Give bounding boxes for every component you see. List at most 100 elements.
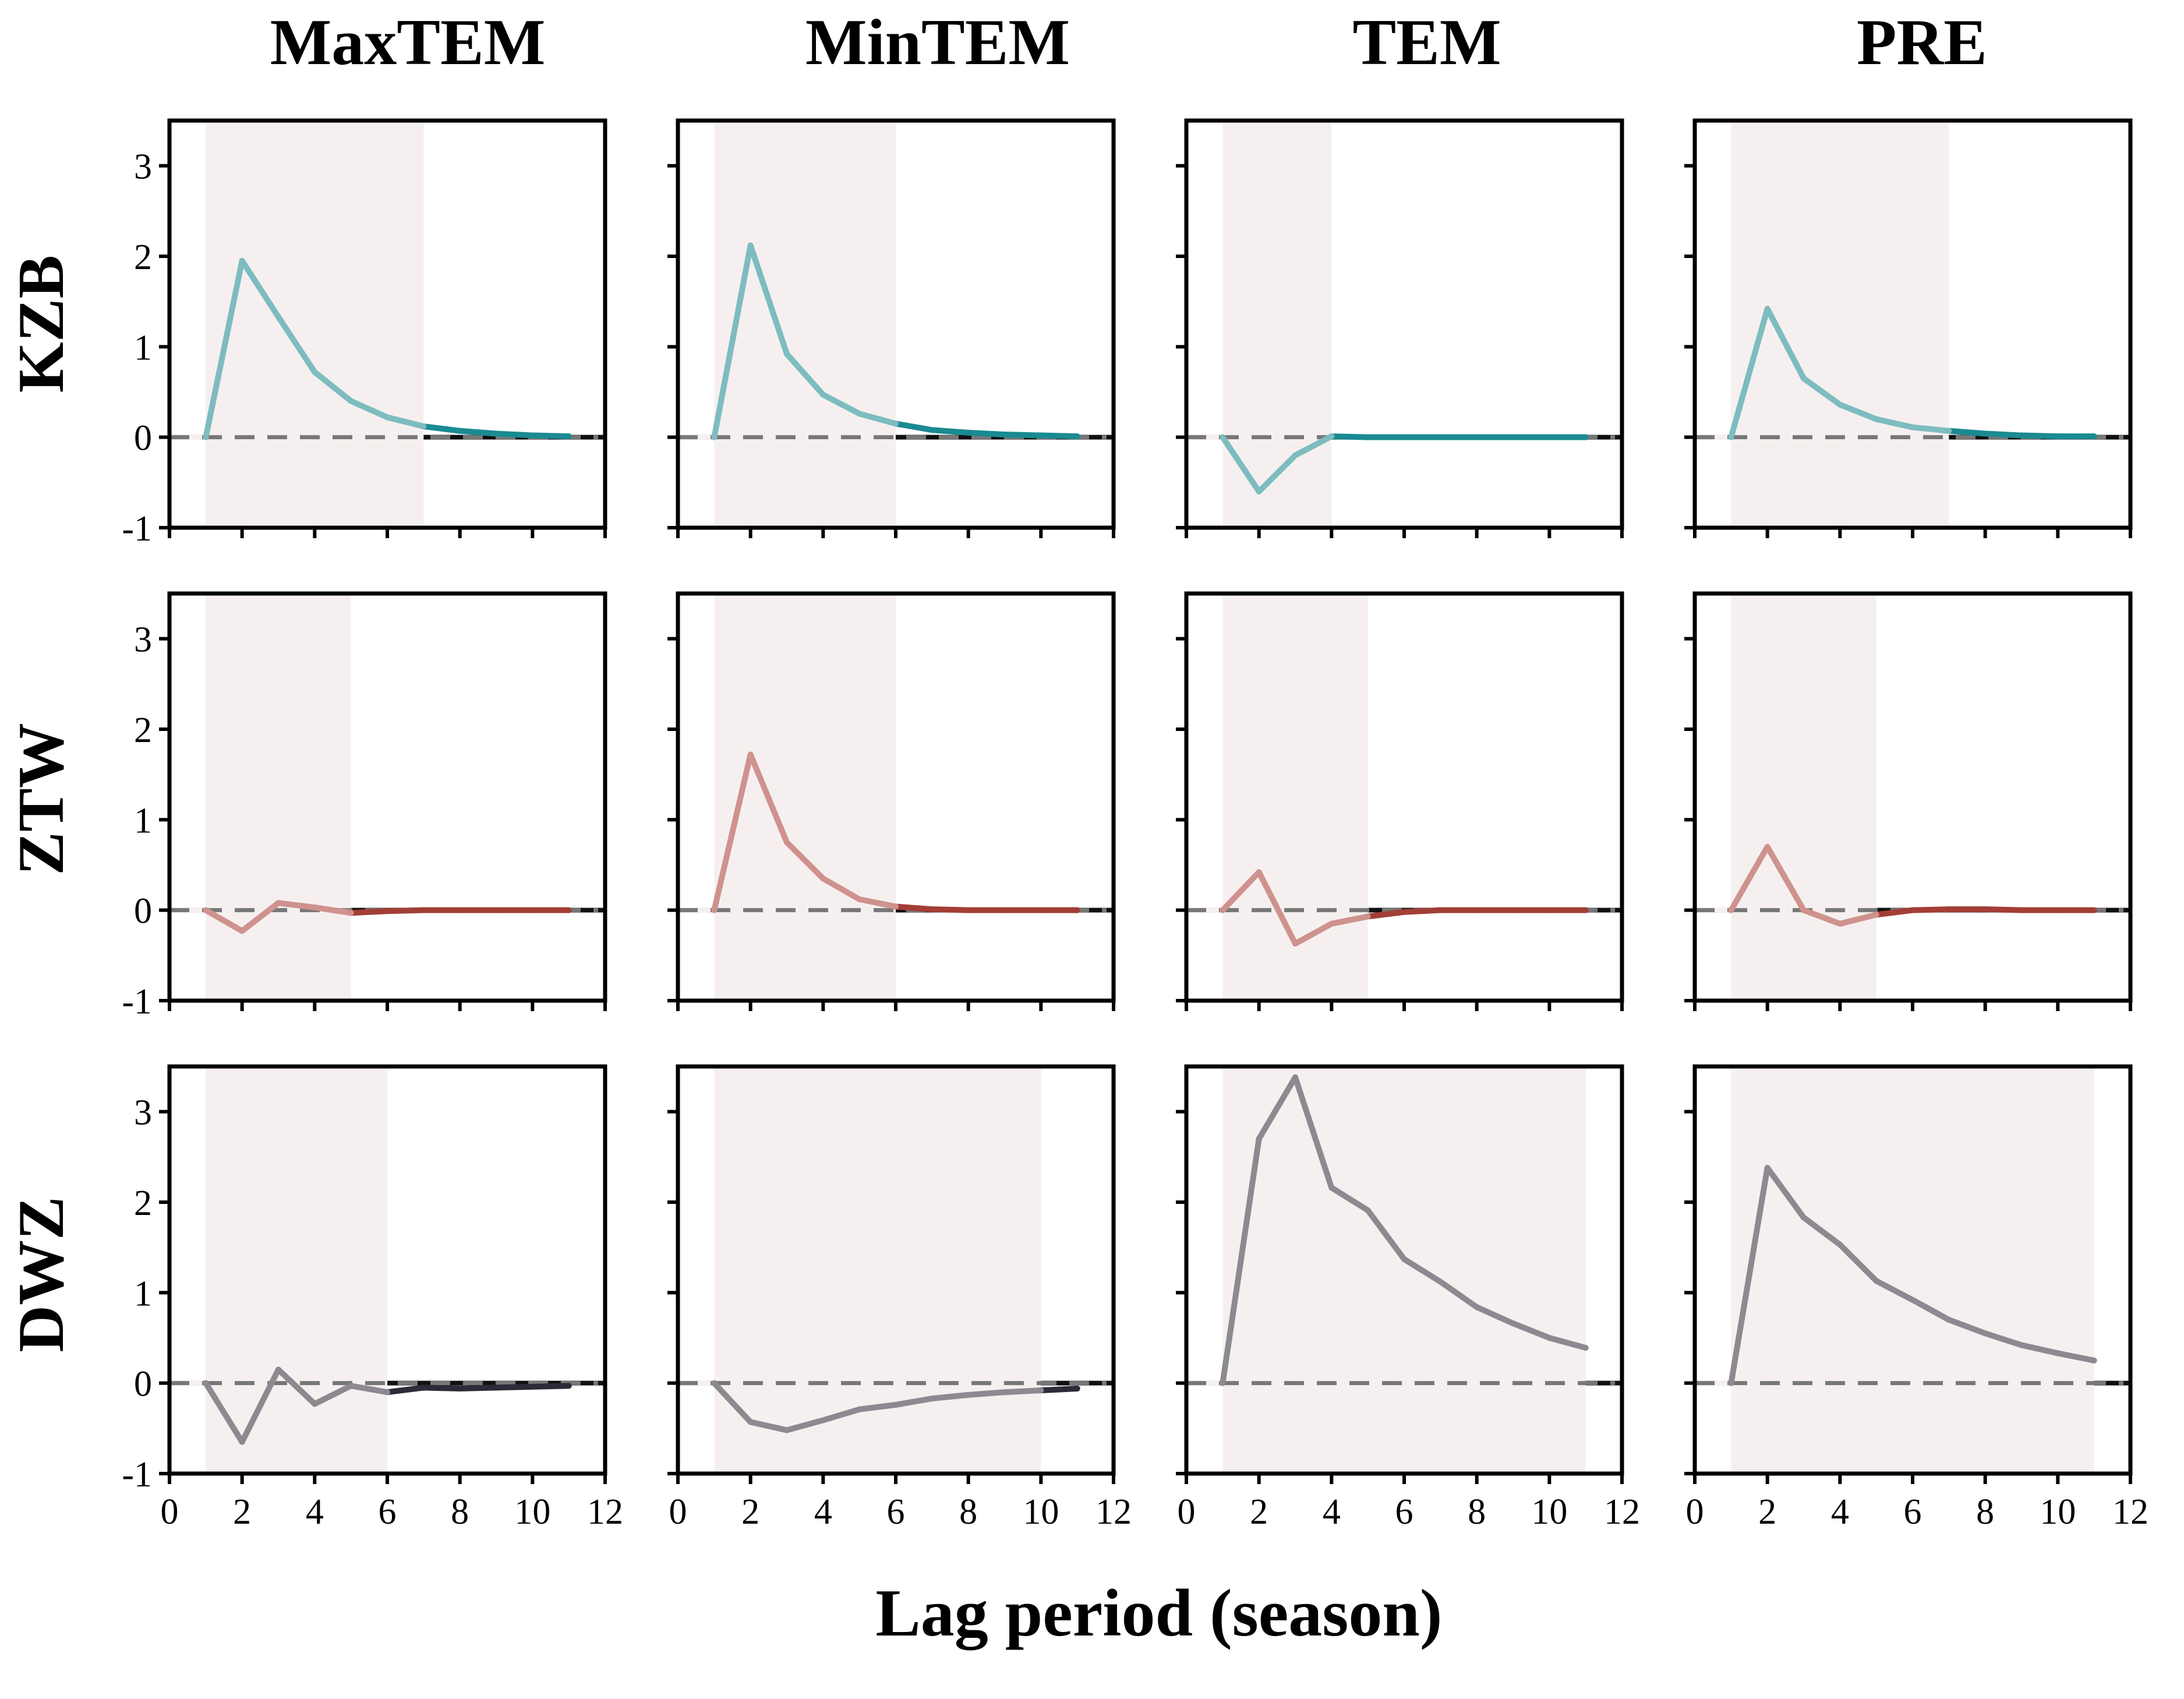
data-point-ztw-maxtem-2: [239, 928, 245, 934]
x-tick-label-dwz-tem-6: 6: [1395, 1492, 1413, 1532]
data-point-ztw-maxtem-10: [529, 907, 535, 913]
data-point-dwz-maxtem-6: [384, 1389, 390, 1395]
data-point-ztw-pre-3: [1801, 907, 1807, 913]
x-axis-title: Lag period (season): [875, 1576, 1442, 1651]
series-segment-ztw-maxtem-6-7: [387, 910, 423, 912]
data-point-kzb-maxtem-4: [312, 369, 317, 375]
x-tick-label-dwz-maxtem-4: 4: [306, 1492, 324, 1532]
data-point-dwz-mintem-10: [1038, 1387, 1044, 1393]
shaded-region-dwz-pre: [1731, 1066, 2094, 1474]
x-tick-label-dwz-maxtem-10: 10: [514, 1492, 550, 1532]
series-segment-dwz-mintem-7-8: [932, 1395, 968, 1398]
data-point-dwz-maxtem-4: [312, 1401, 317, 1407]
data-point-kzb-maxtem-11: [566, 433, 572, 439]
data-point-ztw-pre-7: [1946, 906, 1952, 912]
data-point-dwz-mintem-11: [1075, 1386, 1080, 1391]
shaded-region-kzb-mintem: [714, 121, 896, 528]
series-segment-kzb-maxtem-9-10: [496, 433, 532, 435]
series-segment-dwz-maxtem-9-10: [496, 1387, 532, 1388]
data-point-ztw-mintem-1: [711, 907, 717, 913]
x-tick-label-dwz-tem-12: 12: [1604, 1492, 1640, 1532]
data-point-dwz-mintem-2: [748, 1419, 754, 1425]
data-point-dwz-pre-2: [1765, 1165, 1770, 1171]
data-point-kzb-maxtem-6: [384, 414, 390, 420]
data-point-ztw-maxtem-6: [384, 908, 390, 914]
data-point-ztw-mintem-5: [857, 896, 863, 902]
data-point-kzb-pre-3: [1801, 376, 1807, 382]
series-segment-kzb-mintem-7-8: [932, 430, 968, 433]
series-segment-kzb-maxtem-8-9: [460, 431, 496, 434]
data-point-ztw-mintem-4: [820, 875, 826, 881]
shaded-region-ztw-maxtem: [206, 594, 351, 1001]
data-point-dwz-mintem-4: [820, 1417, 826, 1423]
data-point-kzb-tem-11: [1583, 435, 1589, 440]
series-segment-kzb-pre-9-10: [2022, 436, 2058, 437]
series-segment-ztw-tem-5-6: [1368, 912, 1404, 917]
data-point-ztw-maxtem-4: [312, 905, 317, 910]
data-point-ztw-tem-8: [1474, 907, 1480, 913]
data-point-kzb-pre-6: [1910, 425, 1916, 430]
data-point-ztw-tem-1: [1220, 907, 1225, 913]
data-point-dwz-pre-1: [1728, 1380, 1734, 1386]
panel-dwz-tem: 0 2 4 6 8 10 12: [1176, 1066, 1640, 1532]
data-point-kzb-pre-5: [1874, 416, 1879, 422]
panel-dwz-maxtem: -101230 2 4 6 8 10 12: [122, 1066, 623, 1532]
series-segment-kzb-maxtem-10-11: [532, 436, 568, 437]
data-point-dwz-maxtem-2: [239, 1439, 245, 1445]
panel-kzb-maxtem: -10123: [122, 121, 605, 549]
panel-ztw-tem: [1176, 594, 1622, 1011]
series-segment-kzb-mintem-8-9: [969, 433, 1005, 435]
data-point-dwz-tem-2: [1256, 1136, 1262, 1142]
data-point-kzb-maxtem-3: [275, 314, 281, 320]
x-tick-label-dwz-mintem-8: 8: [959, 1492, 977, 1532]
data-point-ztw-tem-9: [1510, 907, 1516, 913]
series-segment-kzb-pre-7-8: [1949, 431, 1985, 434]
panel-dwz-mintem: 0 2 4 6 8 10 12: [667, 1066, 1132, 1532]
series-segment-kzb-pre-8-9: [1985, 433, 2022, 435]
row-label-kzb: KZB: [5, 255, 77, 393]
panel-kzb-pre: [1684, 121, 2130, 538]
data-point-kzb-mintem-10: [1038, 433, 1044, 439]
column-title-tem: TEM: [1352, 6, 1501, 79]
data-point-dwz-tem-1: [1220, 1380, 1225, 1386]
data-point-ztw-tem-10: [1546, 907, 1552, 913]
series-segment-kzb-tem-4-5: [1331, 436, 1367, 437]
series-segment-dwz-maxtem-8-9: [460, 1387, 496, 1389]
data-point-dwz-mintem-8: [966, 1392, 971, 1398]
x-tick-label-dwz-tem-2: 2: [1250, 1492, 1268, 1532]
data-point-kzb-pre-1: [1728, 435, 1734, 440]
data-point-ztw-mintem-10: [1038, 907, 1044, 913]
panel-ztw-maxtem: -1 0 1 2 3: [122, 594, 605, 1022]
data-point-dwz-maxtem-1: [203, 1380, 208, 1386]
x-tick-label-dwz-maxtem-2: 2: [233, 1492, 251, 1532]
data-point-dwz-tem-9: [1510, 1320, 1516, 1326]
series-segment-kzb-mintem-9-10: [1005, 435, 1041, 436]
shaded-region-ztw-pre: [1731, 594, 1876, 1001]
column-title-mintem: MinTEM: [805, 6, 1070, 79]
data-point-ztw-maxtem-5: [348, 910, 354, 916]
data-point-dwz-tem-6: [1401, 1256, 1407, 1262]
data-point-dwz-pre-7: [1946, 1317, 1952, 1323]
y-tick-label-dwz-maxtem-2: 2: [134, 1184, 152, 1223]
x-tick-label-dwz-tem-0: 0: [1178, 1492, 1196, 1532]
data-point-ztw-maxtem-7: [420, 907, 426, 913]
data-point-ztw-pre-11: [2091, 907, 2097, 913]
shaded-region-dwz-maxtem: [206, 1066, 387, 1474]
data-point-dwz-maxtem-9: [493, 1384, 499, 1390]
shaded-region-dwz-tem: [1222, 1066, 1585, 1474]
data-point-kzb-tem-8: [1474, 435, 1480, 440]
series-segment-dwz-maxtem-10-11: [532, 1386, 568, 1387]
panel-ztw-mintem: [667, 594, 1114, 1011]
y-tick-label-kzb-maxtem-2: 2: [134, 238, 152, 277]
panel-dwz-pre: 0 2 4 6 8 10 12: [1684, 1066, 2148, 1532]
series-segment-dwz-mintem-9-10: [1005, 1390, 1041, 1392]
data-point-kzb-mintem-11: [1075, 433, 1080, 439]
data-point-kzb-tem-5: [1365, 435, 1371, 440]
data-point-ztw-tem-4: [1328, 921, 1334, 927]
data-point-dwz-tem-7: [1437, 1279, 1443, 1285]
y-tick-label-ztw-maxtem-0: 0: [134, 892, 152, 931]
series-segment-ztw-maxtem-5-6: [351, 911, 387, 913]
data-point-kzb-maxtem-8: [457, 428, 463, 434]
data-point-ztw-pre-6: [1910, 907, 1916, 913]
data-point-kzb-tem-10: [1546, 435, 1552, 440]
